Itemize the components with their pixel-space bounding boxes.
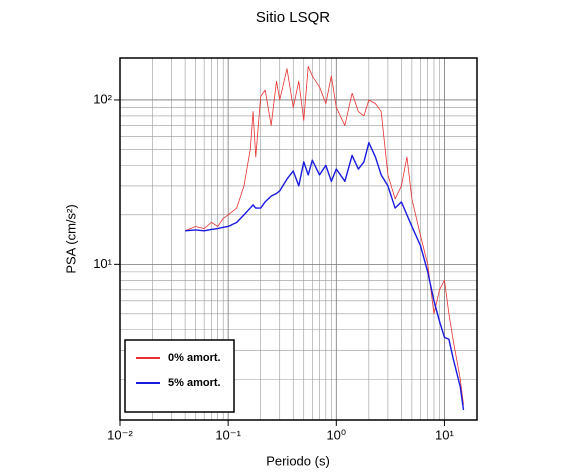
legend-label: 0% amort. [168, 352, 221, 364]
x-tick-label: 10¹ [435, 427, 454, 442]
x-tick-label: 10⁰ [326, 427, 346, 442]
series-line [185, 141, 465, 411]
plot-frame [119, 57, 478, 421]
x-tick-label: 10⁻¹ [215, 427, 241, 442]
y-tick-label: 10² [93, 91, 112, 106]
legend-label: 5% amort. [168, 377, 221, 389]
x-axis-label: Periodo (s) [266, 453, 330, 468]
chart-title: Sitio LSQR [256, 9, 330, 26]
legend: 0% amort. 5% amort. [124, 339, 235, 413]
lines [184, 66, 465, 411]
x-tick-label: 10⁻² [107, 427, 133, 442]
y-axis-label: PSA (cm/s²) [63, 204, 78, 273]
y-tick-label: 10¹ [93, 256, 112, 271]
series-line [184, 66, 464, 405]
legend-box [124, 339, 235, 413]
